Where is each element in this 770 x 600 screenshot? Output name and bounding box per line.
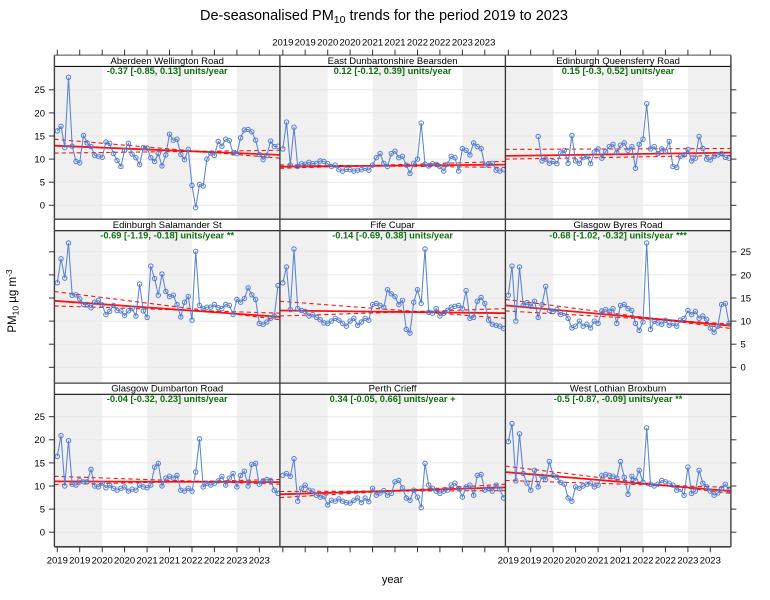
svg-text:2021: 2021 xyxy=(159,556,180,567)
svg-text:West Lothian Broxburn: West Lothian Broxburn xyxy=(570,384,666,395)
svg-text:2020: 2020 xyxy=(565,556,586,567)
svg-text:0: 0 xyxy=(40,528,45,539)
svg-text:-0.14 [-0.69, 0.38] units/year: -0.14 [-0.69, 0.38] units/year xyxy=(332,230,453,240)
svg-text:2019: 2019 xyxy=(295,38,316,49)
svg-text:2020: 2020 xyxy=(543,556,564,567)
svg-text:Glasgow Dumbarton Road: Glasgow Dumbarton Road xyxy=(111,384,223,395)
svg-text:10: 10 xyxy=(34,155,45,166)
svg-text:2019: 2019 xyxy=(69,556,90,567)
svg-text:15: 15 xyxy=(34,458,45,469)
svg-text:2023: 2023 xyxy=(249,556,270,567)
svg-text:10: 10 xyxy=(741,317,752,328)
svg-text:-0.04 [-0.32, 0.23] units/year: -0.04 [-0.32, 0.23] units/year xyxy=(107,394,228,404)
svg-text:2020: 2020 xyxy=(340,38,361,49)
svg-text:East Dunbartonshire Bearsden: East Dunbartonshire Bearsden xyxy=(328,56,458,67)
svg-text:2023: 2023 xyxy=(677,556,698,567)
svg-text:20: 20 xyxy=(741,270,752,281)
svg-text:Aberdeen Wellington Road: Aberdeen Wellington Road xyxy=(111,56,224,67)
svg-text:Perth Crieff: Perth Crieff xyxy=(369,384,417,395)
svg-text:2023: 2023 xyxy=(700,556,721,567)
svg-text:2022: 2022 xyxy=(407,38,428,49)
svg-text:2021: 2021 xyxy=(610,556,631,567)
svg-text:2021: 2021 xyxy=(384,38,405,49)
svg-text:Edinburgh Salamander St: Edinburgh Salamander St xyxy=(113,220,222,231)
svg-text:15: 15 xyxy=(34,131,45,142)
svg-text:0.34 [-0.05, 0.66] units/year: 0.34 [-0.05, 0.66] units/year + xyxy=(330,394,456,404)
svg-text:2019: 2019 xyxy=(272,38,293,49)
svg-text:2022: 2022 xyxy=(181,556,202,567)
svg-text:2022: 2022 xyxy=(204,556,225,567)
svg-text:2023: 2023 xyxy=(474,38,495,49)
svg-text:PM10 µg m-3: PM10 µg m-3 xyxy=(4,269,21,333)
svg-text:-0.5 [-0.87, -0.09] units/year: -0.5 [-0.87, -0.09] units/year ** xyxy=(554,394,683,404)
svg-text:2021: 2021 xyxy=(588,556,609,567)
svg-text:25: 25 xyxy=(34,412,45,423)
svg-text:-0.37 [-0.85, 0.13] units/year: -0.37 [-0.85, 0.13] units/year xyxy=(107,66,228,76)
svg-text:0: 0 xyxy=(40,201,45,212)
svg-text:2023: 2023 xyxy=(226,556,247,567)
svg-text:20: 20 xyxy=(34,108,45,119)
svg-text:2020: 2020 xyxy=(92,556,113,567)
svg-text:5: 5 xyxy=(40,505,45,516)
svg-text:20: 20 xyxy=(34,435,45,446)
svg-text:2020: 2020 xyxy=(114,556,135,567)
svg-text:2019: 2019 xyxy=(520,556,541,567)
svg-text:Glasgow Byres Road: Glasgow Byres Road xyxy=(573,220,662,231)
svg-text:0.12 [-0.12, 0.39] units/year: 0.12 [-0.12, 0.39] units/year xyxy=(334,66,452,76)
svg-text:Edinburgh Queensferry Road: Edinburgh Queensferry Road xyxy=(556,56,680,67)
svg-text:5: 5 xyxy=(741,340,746,351)
svg-text:0.15 [-0.3, 0.52] units/year: 0.15 [-0.3, 0.52] units/year xyxy=(562,66,675,76)
svg-text:2022: 2022 xyxy=(655,556,676,567)
svg-text:2023: 2023 xyxy=(452,38,473,49)
svg-text:year: year xyxy=(382,574,404,586)
svg-text:25: 25 xyxy=(34,85,45,96)
svg-text:-0.68 [-1.02, -0.32] units/yea: -0.68 [-1.02, -0.32] units/year *** xyxy=(549,230,687,240)
svg-text:2021: 2021 xyxy=(362,38,383,49)
svg-text:-0.69 [-1.19, -0.18] units/yea: -0.69 [-1.19, -0.18] units/year ** xyxy=(100,230,234,240)
svg-text:2021: 2021 xyxy=(137,556,158,567)
svg-text:0: 0 xyxy=(741,363,746,374)
svg-text:15: 15 xyxy=(741,293,752,304)
svg-text:2022: 2022 xyxy=(429,38,450,49)
svg-text:10: 10 xyxy=(34,481,45,492)
svg-text:Fife Cupar: Fife Cupar xyxy=(370,220,414,231)
svg-text:2022: 2022 xyxy=(632,556,653,567)
svg-text:25: 25 xyxy=(741,247,752,258)
svg-text:2019: 2019 xyxy=(498,556,519,567)
svg-text:5: 5 xyxy=(40,178,45,189)
svg-text:2019: 2019 xyxy=(47,556,68,567)
svg-text:2020: 2020 xyxy=(317,38,338,49)
svg-text:De-seasonalised PM10 trends fo: De-seasonalised PM10 trends for the peri… xyxy=(200,8,568,26)
